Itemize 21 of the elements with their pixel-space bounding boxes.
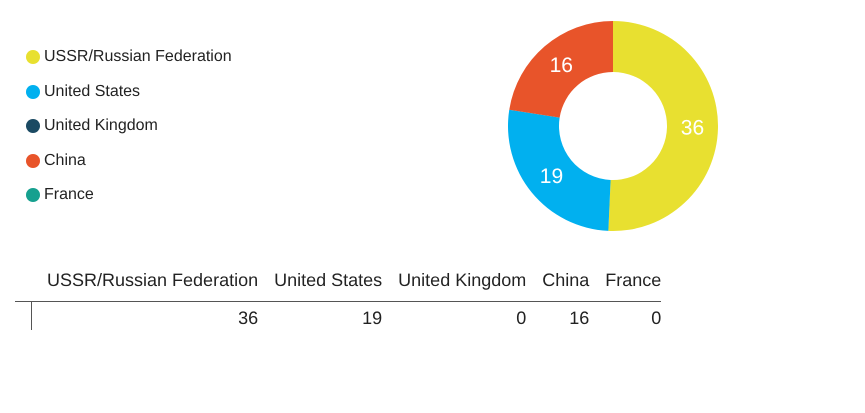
data-label: 16 [568, 306, 590, 330]
data-label: 36 [680, 116, 704, 140]
legend-label: China [44, 152, 86, 170]
data-label: 0 [515, 306, 526, 330]
category-label: United Kingdom [382, 270, 526, 302]
data-label: 36 [237, 306, 258, 330]
category-label: USSR/Russian Federation [31, 270, 258, 302]
data-label: 19 [361, 306, 382, 330]
legend-label: USSR/Russian Federation [44, 48, 232, 66]
category-label: China [526, 270, 590, 302]
data-label: 0 [650, 306, 662, 330]
donut-slice [608, 21, 718, 231]
category-label: United States [258, 270, 382, 302]
legend-label: France [44, 186, 94, 204]
donut-slice [509, 21, 613, 118]
legend-label: United States [44, 82, 140, 101]
legend-label: United Kingdom [44, 117, 158, 136]
category-label: France [589, 270, 662, 302]
donut-slice [508, 110, 611, 231]
data-label: 19 [540, 164, 564, 188]
data-label: 16 [550, 54, 573, 78]
